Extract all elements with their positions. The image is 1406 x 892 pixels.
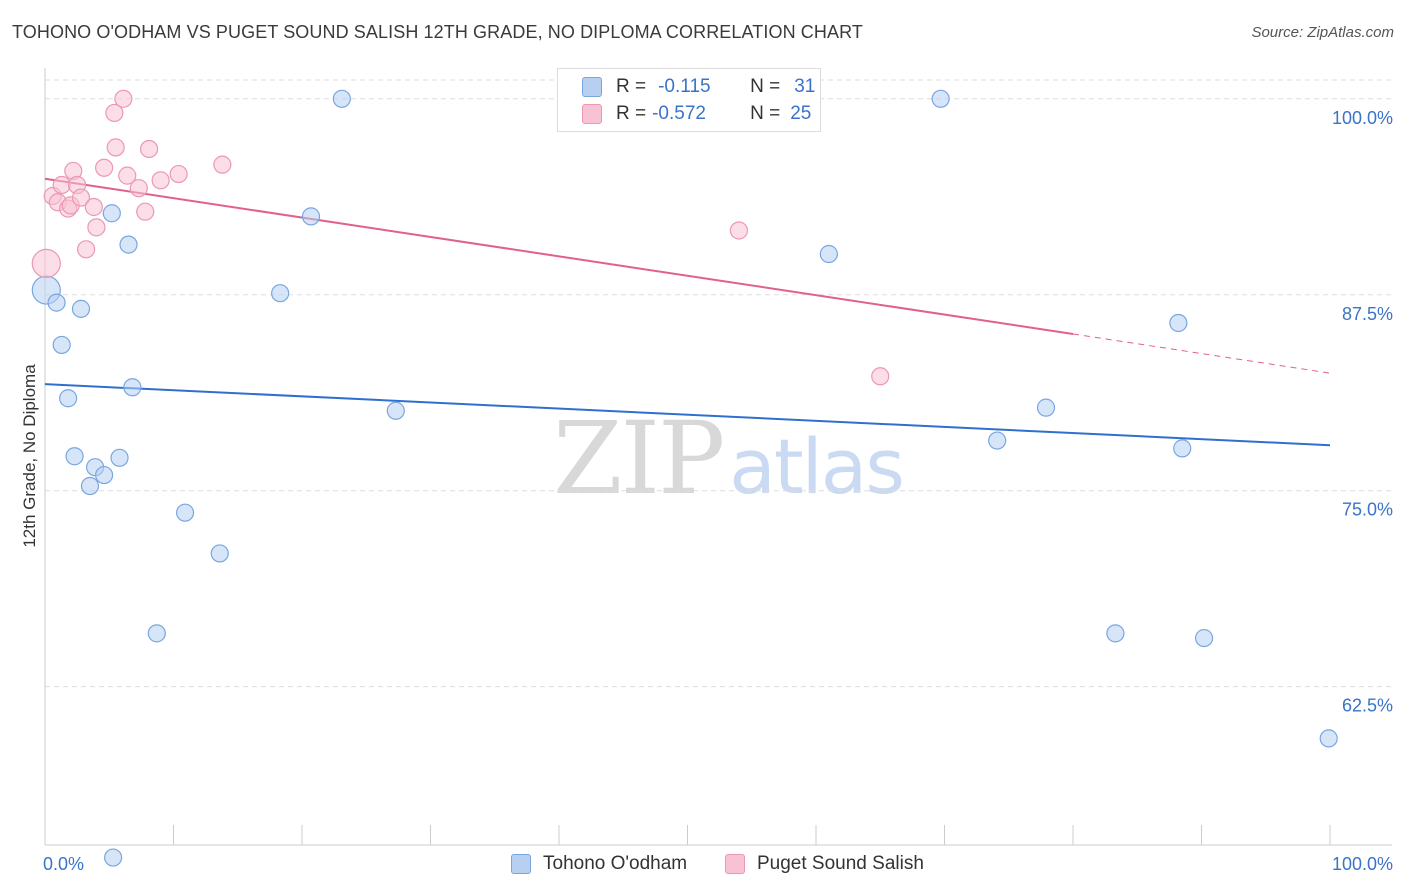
- n-label: N =: [750, 76, 781, 97]
- data-point-puget: [169, 164, 188, 184]
- point-layer: [31, 89, 1338, 867]
- data-point-puget: [105, 103, 124, 123]
- stats-legend-row-puget: R = -0.572 N = 25: [582, 101, 811, 127]
- legend-swatch-blue: [511, 854, 531, 874]
- y-tick-label: 100.0%: [1332, 108, 1393, 128]
- trend-line-tohono: [44, 383, 1331, 447]
- data-point-puget: [139, 139, 159, 159]
- x-tick-label: 100.0%: [1332, 854, 1393, 874]
- data-point-puget: [114, 89, 133, 108]
- data-point-tohono: [47, 293, 66, 312]
- data-point-tohono: [210, 544, 229, 563]
- data-point-tohono: [386, 401, 405, 420]
- legend-swatch-pink: [582, 104, 602, 124]
- data-point-tohono: [301, 207, 321, 226]
- axis-layer: [44, 68, 1392, 846]
- trend-layer: [44, 177, 1331, 447]
- stats-legend: R = -0.115 N = 31 R = -0.572 N = 25: [557, 68, 821, 132]
- data-point-tohono: [1173, 439, 1192, 458]
- watermark-atlas: atlas: [729, 422, 905, 511]
- data-point-puget: [84, 197, 103, 217]
- n-label: N =: [750, 103, 781, 124]
- grid-layer: [45, 79, 1392, 688]
- stats-legend-row-tohono: R = -0.115 N = 31: [582, 74, 815, 100]
- data-point-tohono: [65, 447, 84, 466]
- data-point-tohono: [80, 476, 100, 496]
- data-point-tohono: [988, 431, 1007, 450]
- watermark: ZIPatlas: [553, 400, 905, 517]
- legend-item-puget[interactable]: Puget Sound Salish: [725, 852, 924, 876]
- data-point-tohono: [110, 448, 129, 467]
- data-point-puget: [129, 179, 148, 198]
- data-point-tohono: [71, 299, 91, 318]
- data-point-puget: [52, 175, 71, 195]
- r-label: R =: [616, 103, 647, 124]
- data-point-tohono: [819, 244, 838, 264]
- data-point-puget: [87, 218, 106, 237]
- legend-item-tohono[interactable]: Tohono O'odham: [511, 852, 687, 876]
- data-point-tohono: [931, 89, 950, 108]
- y-tick-label: 87.5%: [1342, 304, 1393, 324]
- data-point-tohono: [332, 89, 351, 108]
- legend-label-tohono: Tohono O'odham: [543, 853, 688, 874]
- data-point-puget: [71, 188, 91, 207]
- y-tick-label: 75.0%: [1342, 500, 1393, 520]
- data-point-tohono: [95, 465, 114, 485]
- n-value: 25: [790, 103, 812, 124]
- data-point-puget: [31, 248, 61, 279]
- watermark-zip: ZIP: [553, 400, 725, 517]
- legend-swatch-pink: [725, 854, 745, 874]
- data-point-tohono: [52, 335, 71, 355]
- data-point-puget: [213, 155, 232, 174]
- data-point-tohono: [1106, 624, 1125, 643]
- n-value: 31: [794, 76, 816, 97]
- chart-title: TOHONO O'ODHAM VS PUGET SOUND SALISH 12T…: [12, 22, 863, 42]
- y-tick-label: 62.5%: [1342, 696, 1393, 716]
- r-value: -0.572: [652, 103, 706, 124]
- r-label: R =: [616, 76, 647, 97]
- data-point-tohono: [271, 284, 290, 303]
- trend-line-puget: [1072, 333, 1331, 374]
- label-layer: 62.5% 75.0% 87.5% 100.0% 0.0% 100.0%: [43, 108, 1393, 874]
- data-point-tohono: [147, 624, 166, 643]
- data-point-tohono: [1194, 628, 1214, 648]
- data-point-puget: [151, 171, 170, 190]
- source-credit: Source: ZipAtlas.com: [1251, 24, 1394, 41]
- data-point-tohono: [59, 389, 78, 408]
- data-point-puget: [106, 138, 125, 157]
- data-point-tohono: [123, 378, 142, 397]
- data-point-puget: [729, 221, 749, 240]
- data-point-puget: [118, 166, 137, 185]
- legend-label-puget: Puget Sound Salish: [757, 853, 924, 874]
- data-point-tohono: [1319, 729, 1338, 748]
- trend-line-puget: [44, 177, 1074, 335]
- data-point-puget: [77, 240, 96, 259]
- data-point-tohono: [119, 235, 138, 254]
- data-point-tohono: [104, 848, 123, 867]
- data-point-puget: [136, 202, 155, 221]
- data-point-tohono: [175, 503, 195, 522]
- r-value: -0.115: [658, 76, 711, 97]
- data-point-puget: [871, 367, 890, 386]
- data-point-tohono: [102, 204, 121, 223]
- data-point-puget: [95, 158, 114, 177]
- data-point-tohono: [1169, 313, 1188, 333]
- legend-swatch-blue: [582, 77, 602, 97]
- data-point-tohono: [1036, 398, 1056, 417]
- x-tick-label: 0.0%: [43, 854, 84, 874]
